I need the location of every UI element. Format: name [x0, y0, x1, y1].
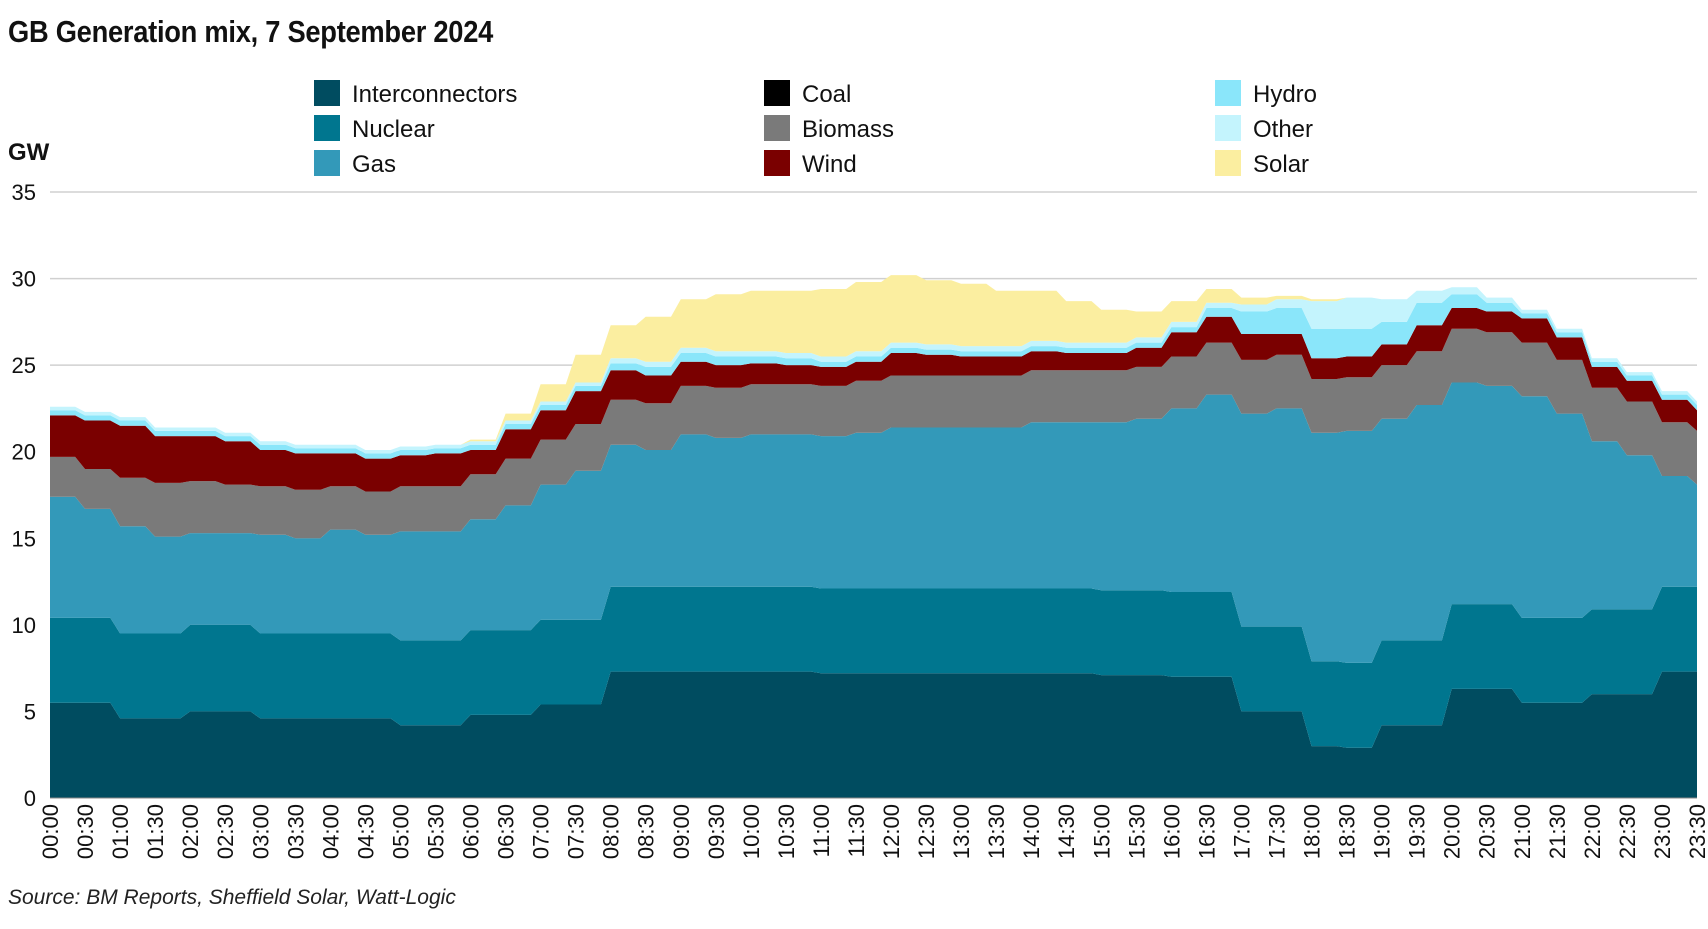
x-tick-label: 18:00	[1300, 804, 1325, 859]
x-tick-label: 03:30	[283, 804, 308, 859]
x-tick-label: 19:30	[1405, 804, 1430, 859]
x-tick-label: 15:30	[1124, 804, 1149, 859]
x-tick-label: 04:30	[353, 804, 378, 859]
x-tick-label: 11:30	[844, 804, 869, 857]
legend-label-wind: Wind	[802, 151, 857, 178]
x-tick-label: 03:00	[248, 804, 273, 859]
area-nuclear	[50, 586, 1697, 748]
x-tick-label: 10:30	[774, 804, 799, 859]
legend-swatch-solar	[1215, 150, 1241, 176]
legend-swatch-coal	[764, 80, 790, 106]
y-tick-label-30: 30	[12, 267, 36, 292]
legend-label-biomass: Biomass	[802, 116, 894, 143]
legend-swatch-wind	[764, 150, 790, 176]
area-gas	[50, 382, 1697, 663]
y-tick-label-35: 35	[12, 180, 36, 205]
x-tick-label: 14:30	[1054, 804, 1079, 859]
x-tick-label: 06:30	[494, 804, 519, 859]
x-tick-label: 00:30	[73, 804, 98, 859]
x-tick-label: 16:30	[1194, 804, 1219, 859]
area-solar	[50, 275, 1697, 450]
y-tick-label-0: 0	[24, 786, 36, 811]
legend-label-gas: Gas	[352, 151, 396, 178]
x-tick-label: 15:00	[1089, 804, 1114, 859]
x-tick-label: 10:00	[739, 804, 764, 859]
x-tick-label: 12:00	[879, 804, 904, 859]
x-tick-label: 14:00	[1019, 804, 1044, 859]
x-tick-label: 12:30	[914, 804, 939, 859]
legend-swatch-other	[1215, 115, 1241, 141]
area-interconnectors	[50, 671, 1697, 798]
x-tick-label: 01:00	[108, 804, 133, 859]
x-tick-label: 17:30	[1265, 804, 1290, 859]
legend-swatch-nuclear	[314, 115, 340, 141]
legend-swatch-interconnectors	[314, 80, 340, 106]
x-tick-label: 19:00	[1370, 804, 1395, 859]
y-tick-label-5: 5	[24, 699, 36, 724]
x-tick-label: 09:00	[669, 804, 694, 859]
chart-title: GB Generation mix, 7 September 2024	[8, 14, 494, 49]
area-biomass	[50, 328, 1697, 539]
legend-label-nuclear: Nuclear	[352, 116, 435, 143]
y-axis-label: GW	[8, 139, 50, 166]
x-tick-label: 23:00	[1650, 804, 1675, 859]
x-tick-label: 00:00	[38, 804, 63, 859]
x-tick-label: 08:30	[634, 804, 659, 859]
x-tick-label: 16:00	[1159, 804, 1184, 859]
x-tick-label: 07:00	[529, 804, 554, 859]
legend: Interconnectors Nuclear Gas Coal Biomass Wind…	[314, 80, 1317, 178]
legend-swatch-hydro	[1215, 80, 1241, 106]
x-tick-label: 06:00	[459, 804, 484, 859]
x-tick-label: 11:00	[809, 804, 834, 857]
x-tick-label: 04:00	[318, 804, 343, 859]
x-tick-label: 08:00	[599, 804, 624, 859]
legend-label-other: Other	[1253, 116, 1313, 143]
legend-swatch-biomass	[764, 115, 790, 141]
legend-label-hydro: Hydro	[1253, 81, 1317, 108]
source-note: Source: BM Reports, Sheffield Solar, Wat…	[8, 886, 456, 909]
x-tick-label: 18:30	[1335, 804, 1360, 859]
y-tick-label-15: 15	[12, 526, 36, 551]
x-tick-label: 20:00	[1440, 804, 1465, 859]
x-tick-label: 17:00	[1229, 804, 1254, 859]
x-tick-label: 22:30	[1615, 804, 1640, 859]
x-tick-label: 05:00	[388, 804, 413, 859]
x-tick-label: 23:30	[1685, 804, 1708, 859]
x-tick-label: 21:00	[1510, 804, 1535, 859]
y-tick-label-10: 10	[12, 613, 36, 638]
x-tick-label: 02:30	[213, 804, 238, 859]
x-tick-label: 02:00	[178, 804, 203, 859]
x-tick-label: 13:00	[949, 804, 974, 859]
x-tick-label: 20:30	[1475, 804, 1500, 859]
x-tick-label: 01:30	[143, 804, 168, 859]
legend-label-interconnectors: Interconnectors	[352, 81, 517, 108]
x-tick-label: 09:30	[704, 804, 729, 859]
x-tick-label: 22:00	[1580, 804, 1605, 859]
x-tick-label: 07:30	[564, 804, 589, 859]
x-tick-label: 05:30	[424, 804, 449, 859]
y-tick-label-25: 25	[12, 353, 36, 378]
legend-label-solar: Solar	[1253, 151, 1309, 178]
y-axis-ticks: 0 5 10 15 20 25 30 35	[12, 180, 36, 811]
x-axis-ticks: 00:00 00:30 01:00 01:30 02:00 02:30 03:00 03:30…	[38, 797, 1708, 859]
stacked-areas	[50, 275, 1697, 798]
y-tick-label-20: 20	[12, 440, 36, 465]
area-wind	[50, 308, 1697, 492]
legend-swatch-gas	[314, 150, 340, 176]
x-tick-label: 13:30	[984, 804, 1009, 859]
legend-label-coal: Coal	[802, 81, 851, 108]
x-tick-label: 21:30	[1545, 804, 1570, 859]
